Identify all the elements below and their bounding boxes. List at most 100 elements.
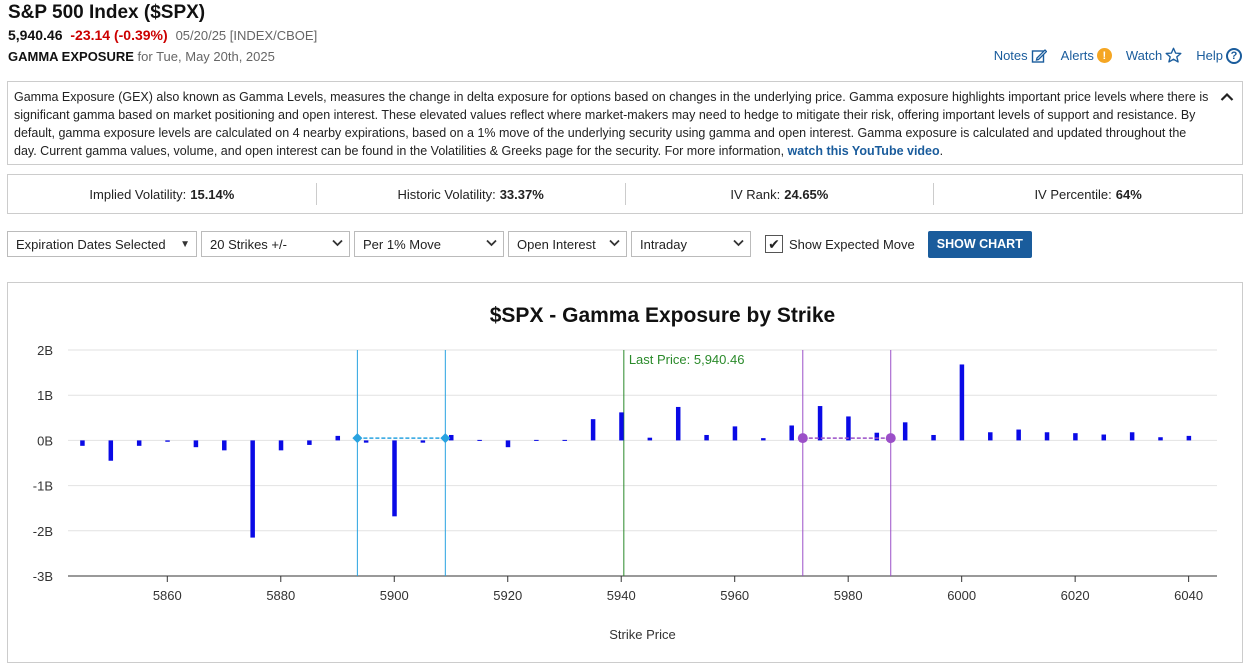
gamma-bar — [988, 432, 993, 441]
gamma-bar — [902, 422, 908, 441]
page-actions: Notes Alerts ! Watch Help ? — [994, 47, 1242, 64]
gamma-bar — [1158, 437, 1163, 441]
price-change: -23.14 (-0.39%) — [70, 27, 168, 43]
gamma-bar — [732, 426, 738, 441]
show-chart-button[interactable]: SHOW CHART — [927, 230, 1032, 258]
gamma-bar — [477, 439, 482, 441]
stat-label: IV Rank: — [730, 186, 781, 202]
stat-label: IV Percentile: — [1034, 186, 1112, 202]
x-tick-label: 5920 — [493, 588, 522, 603]
gamma-bar — [534, 439, 539, 441]
gamma-bar — [108, 440, 114, 461]
y-tick-label: -1B — [33, 479, 53, 494]
expiration-dropdown[interactable]: Expiration Dates Selected ▼ — [7, 231, 197, 257]
stat-value: 33.37% — [499, 186, 544, 202]
help-link[interactable]: Help ? — [1196, 47, 1242, 64]
description-tail: . — [939, 144, 944, 158]
gamma-bar — [80, 440, 85, 446]
gamma-bar — [307, 440, 312, 445]
gamma-bar — [619, 412, 624, 441]
expected-move-marker — [797, 433, 808, 444]
gamma-bar — [222, 440, 227, 451]
volatility-stats: Implied Volatility: 15.14% Historic Volat… — [7, 174, 1243, 214]
stat-iv-percentile: IV Percentile: 64% — [934, 183, 1242, 205]
gamma-bar — [1129, 432, 1135, 441]
checkbox-checked-icon[interactable]: ✔ — [765, 235, 783, 253]
gamma-bar — [1186, 435, 1192, 441]
expected-move-marker — [885, 433, 896, 444]
strikes-value: 20 Strikes +/- — [210, 236, 287, 252]
description-text: Gamma Exposure (GEX) also known as Gamma… — [14, 90, 1209, 158]
x-tick-label: 6000 — [947, 588, 976, 603]
gamma-bar — [647, 437, 653, 441]
stat-label: Implied Volatility: — [89, 186, 187, 202]
y-tick-label: -2B — [33, 524, 53, 539]
caret-down-icon: ▼ — [180, 239, 190, 250]
gamma-bar — [449, 434, 454, 441]
gamma-bar — [165, 440, 170, 442]
move-value: Per 1% Move — [363, 236, 442, 252]
gamma-bar — [959, 364, 965, 441]
chevron-down-icon — [733, 239, 744, 250]
watch-label: Watch — [1125, 48, 1163, 63]
help-label: Help — [1196, 48, 1223, 63]
last-price: 5,940.46 — [8, 27, 63, 43]
quote-line: 5,940.46 -23.14 (-0.39%) 05/20/25 [INDEX… — [8, 27, 317, 43]
youtube-video-link[interactable]: watch this YouTube video — [787, 144, 940, 158]
gamma-bar — [817, 406, 823, 441]
gamma-bar — [1016, 429, 1021, 441]
chart-controls: Expiration Dates Selected ▼ 20 Strikes +… — [7, 230, 1032, 258]
gamma-bar — [278, 440, 284, 451]
chevron-up-icon[interactable] — [1220, 88, 1234, 106]
x-tick-label: 5980 — [834, 588, 863, 603]
x-tick-label: 5960 — [720, 588, 749, 603]
gamma-bar — [704, 434, 709, 441]
show-expected-label: Show Expected Move — [789, 236, 915, 252]
gamma-bar — [675, 406, 681, 441]
stat-implied-volatility: Implied Volatility: 15.14% — [8, 183, 317, 205]
expected-move-marker — [440, 433, 451, 444]
period-select[interactable]: Intraday — [631, 231, 751, 257]
expiration-value: Expiration Dates Selected — [16, 236, 166, 252]
section-name: GAMMA EXPOSURE — [8, 49, 134, 64]
gamma-bar — [1101, 434, 1107, 441]
measure-select[interactable]: Open Interest — [508, 231, 627, 257]
move-select[interactable]: Per 1% Move — [354, 231, 504, 257]
gamma-bar — [789, 425, 794, 441]
alerts-link[interactable]: Alerts ! — [1061, 47, 1112, 64]
strikes-select[interactable]: 20 Strikes +/- — [201, 231, 350, 257]
y-tick-label: 1B — [37, 388, 53, 403]
gamma-bar — [931, 434, 936, 441]
quote-meta: 05/20/25 [INDEX/CBOE] — [175, 28, 318, 43]
x-tick-label: 5860 — [153, 588, 182, 603]
gamma-bar — [250, 440, 255, 538]
stat-value: 24.65% — [784, 186, 829, 202]
stat-value: 64% — [1115, 186, 1142, 202]
chart-panel: $SPX - Gamma Exposure by Strike -3B -2B -1B… — [7, 282, 1243, 663]
x-tick-label: 6020 — [1061, 588, 1090, 603]
gamma-bar — [136, 440, 142, 446]
last-price-label: Last Price: 5,940.46 — [629, 352, 745, 367]
stat-historic-volatility: Historic Volatility: 33.37% — [317, 183, 626, 205]
gamma-bar — [505, 440, 511, 448]
alerts-label: Alerts — [1060, 48, 1094, 63]
alert-icon: ! — [1096, 48, 1112, 63]
notes-link[interactable]: Notes — [994, 47, 1047, 64]
measure-value: Open Interest — [517, 236, 596, 252]
show-expected-move-toggle[interactable]: ✔ Show Expected Move — [765, 235, 915, 253]
gamma-bar — [590, 419, 596, 441]
gamma-bar — [761, 438, 766, 441]
gamma-bar — [1073, 433, 1078, 441]
notes-label: Notes — [993, 48, 1028, 63]
section-date: for Tue, May 20th, 2025 — [137, 49, 275, 64]
gamma-bar — [846, 416, 851, 441]
x-axis-title: Strike Price — [609, 627, 675, 642]
y-tick-label: -3B — [33, 569, 53, 584]
star-icon — [1165, 47, 1182, 64]
watch-link[interactable]: Watch — [1126, 47, 1182, 64]
page-title: S&P 500 Index ($SPX) — [8, 2, 206, 23]
gamma-bar — [874, 432, 880, 441]
gamma-bar — [193, 440, 199, 448]
chevron-down-icon — [609, 239, 620, 250]
x-tick-label: 5880 — [266, 588, 295, 603]
